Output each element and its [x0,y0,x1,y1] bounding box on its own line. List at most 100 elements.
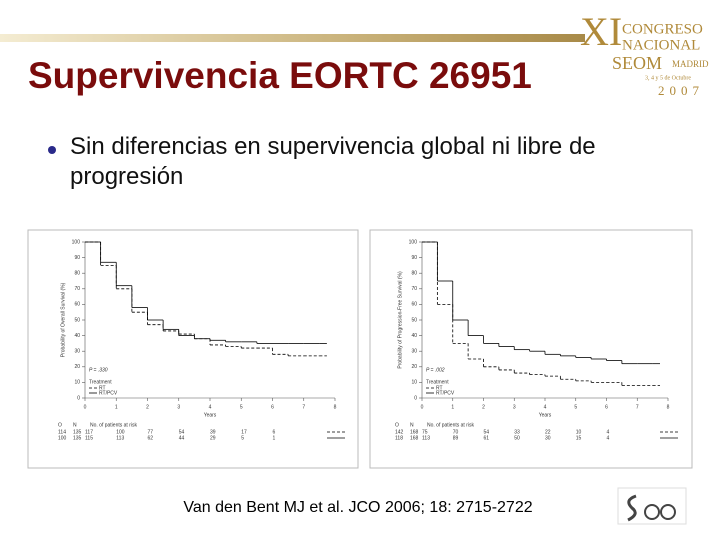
bullet-text: Sin diferencias en supervivencia global … [70,133,596,190]
citation: Van den Bent MJ et al. JCO 2006; 18: 271… [183,499,532,516]
legend-label: RT [436,385,443,391]
y-tick-label: 80 [74,271,80,277]
y-tick-label: 50 [74,317,80,323]
y-tick-label: 80 [411,271,417,277]
risk-cell: 50 [514,435,520,441]
x-axis-label: Years [204,412,217,418]
annotation: P = .002 [426,367,445,373]
x-tick-label: 8 [667,404,670,410]
y-tick-label: 90 [411,255,417,261]
x-tick-label: 1 [451,404,454,410]
logo-text: CONGRESO [622,21,703,37]
risk-cell: 70 [453,429,459,435]
risk-cell: 54 [484,429,490,435]
risk-cell: 5 [241,435,244,441]
risk-cell: 114 [58,429,66,435]
risk-cell: 15 [576,435,582,441]
header-bar [0,34,585,42]
y-tick-label: 20 [411,364,417,370]
logo-text: NACIONAL [622,37,700,53]
y-tick-label: 60 [74,302,80,308]
x-tick-label: 1 [115,404,118,410]
risk-header: No. of patients at risk [90,422,137,428]
risk-cell: 118 [395,435,403,441]
risk-header: O [395,422,399,428]
bullet-dot [48,146,56,154]
x-tick-label: 2 [146,404,149,410]
legend-title: Treatment [89,379,112,385]
risk-cell: 168 [410,435,419,441]
legend-label: RT/PCV [436,390,455,396]
slide-title: Supervivencia EORTC 26951 [28,55,532,96]
legend-label: RT [99,385,106,391]
risk-cell: 135 [73,435,82,441]
logo-numeral: XI [580,9,622,54]
legend-title: Treatment [426,379,449,385]
y-tick-label: 40 [74,333,80,339]
x-tick-label: 6 [605,404,608,410]
footer-logo [617,487,687,525]
y-tick-label: 100 [72,239,81,245]
risk-cell: 17 [241,429,247,435]
y-axis-label: Probability of Progression-Free Survival… [397,271,403,369]
risk-cell: 54 [179,429,185,435]
risk-cell: 30 [545,435,551,441]
risk-cell: 6 [273,429,276,435]
risk-header: No. of patients at risk [427,422,474,428]
y-tick-label: 60 [411,302,417,308]
logo-city: MADRID [672,59,709,69]
x-tick-label: 5 [574,404,577,410]
y-tick-label: 30 [411,349,417,355]
x-tick-label: 7 [636,404,639,410]
y-tick-label: 10 [411,380,417,386]
y-tick-label: 100 [409,239,418,245]
x-axis-label: Years [539,412,552,418]
risk-cell: 29 [210,435,216,441]
y-tick-label: 40 [411,333,417,339]
risk-cell: 113 [116,435,124,441]
risk-cell: 115 [85,435,93,441]
annotation: P = .330 [89,367,108,373]
risk-cell: 4 [607,435,610,441]
risk-cell: 33 [514,429,520,435]
risk-cell: 100 [58,435,67,441]
x-tick-label: 6 [271,404,274,410]
y-tick-label: 30 [74,349,80,355]
y-tick-label: 10 [74,380,80,386]
bullet-box: Sin diferencias en supervivencia global … [70,133,596,190]
y-tick-label: 70 [74,286,80,292]
x-tick-label: 8 [334,404,337,410]
risk-header: N [73,422,77,428]
x-tick-label: 0 [84,404,87,410]
risk-cell: 39 [210,429,216,435]
logo-year: 2007 [658,83,704,98]
chart-frame [369,229,693,469]
risk-cell: 117 [85,429,93,435]
y-tick-label: 20 [74,364,80,370]
x-tick-label: 3 [177,404,180,410]
legend-label: RT/PCV [99,390,118,396]
logo-dates: 3, 4 y 5 de Octubre [645,75,691,81]
chart-frame [27,229,359,469]
x-tick-label: 3 [513,404,516,410]
risk-cell: 44 [179,435,185,441]
x-tick-label: 4 [544,404,547,410]
risk-cell: 22 [545,429,551,435]
risk-cell: 75 [422,429,428,435]
risk-cell: 168 [410,429,419,435]
x-tick-label: 0 [421,404,424,410]
y-tick-label: 50 [411,317,417,323]
logo-society: SEOM [612,53,662,73]
risk-header: N [410,422,414,428]
risk-cell: 89 [453,435,459,441]
risk-cell: 62 [148,435,154,441]
risk-cell: 113 [422,435,430,441]
y-axis-label: Probability of Overall Survival (%) [60,282,66,357]
risk-cell: 1 [273,435,276,441]
risk-cell: 61 [484,435,490,441]
risk-cell: 4 [607,429,610,435]
risk-header: O [58,422,62,428]
x-tick-label: 2 [482,404,485,410]
